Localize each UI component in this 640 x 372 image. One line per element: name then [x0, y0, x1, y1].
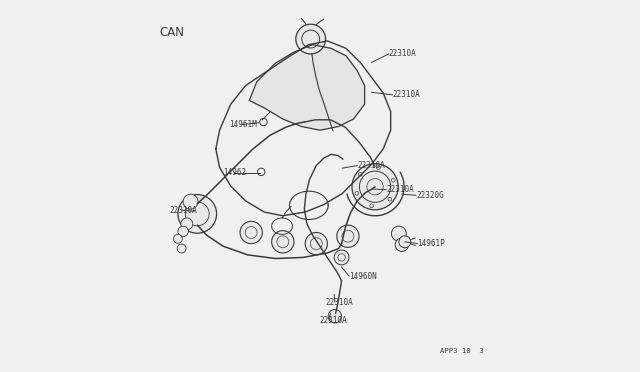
Circle shape — [392, 178, 395, 182]
Text: CAN: CAN — [159, 26, 184, 39]
Text: 14961P: 14961P — [417, 239, 445, 248]
Polygon shape — [250, 45, 365, 130]
Text: 22310A: 22310A — [357, 161, 385, 170]
Text: 14960N: 14960N — [349, 272, 377, 280]
Circle shape — [178, 195, 216, 233]
Circle shape — [177, 244, 186, 253]
Circle shape — [328, 310, 342, 323]
Circle shape — [271, 231, 294, 253]
Circle shape — [355, 192, 359, 195]
Circle shape — [392, 226, 406, 241]
Circle shape — [305, 232, 328, 255]
Text: 22310A: 22310A — [319, 316, 347, 325]
Text: 22310A: 22310A — [170, 206, 197, 215]
Text: 22310A: 22310A — [389, 49, 417, 58]
Circle shape — [337, 225, 359, 247]
Circle shape — [178, 226, 188, 237]
Circle shape — [388, 197, 392, 201]
Text: APP3 10  3: APP3 10 3 — [440, 348, 484, 354]
Circle shape — [183, 194, 198, 209]
Circle shape — [370, 204, 374, 208]
Circle shape — [399, 236, 411, 248]
Circle shape — [376, 166, 380, 170]
Circle shape — [358, 173, 362, 176]
Text: 14961M: 14961M — [229, 120, 257, 129]
Text: 22310A: 22310A — [392, 90, 420, 99]
Circle shape — [173, 234, 182, 243]
Text: 22310A: 22310A — [326, 298, 353, 307]
Circle shape — [240, 221, 262, 244]
Text: 22310A: 22310A — [386, 185, 414, 194]
Circle shape — [352, 164, 398, 210]
Text: 22320G: 22320G — [416, 191, 444, 200]
Text: 14962: 14962 — [223, 169, 246, 177]
Circle shape — [181, 218, 193, 230]
Circle shape — [334, 250, 349, 265]
Circle shape — [296, 24, 326, 54]
Circle shape — [395, 238, 408, 251]
